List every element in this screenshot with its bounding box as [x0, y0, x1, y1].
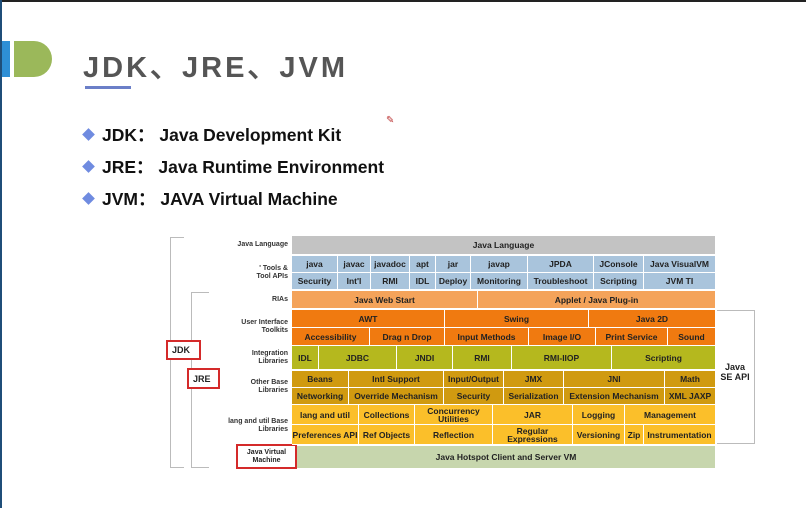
diagram-cell: Java 2D [589, 310, 716, 328]
diagram-cell: Scripting [612, 346, 716, 370]
diagram-cell: Concurrency Utilities [415, 405, 493, 425]
window-left-border [0, 0, 2, 508]
diagram-cell: Scripting [594, 273, 644, 290]
diagram-cell: Versioning [573, 425, 625, 445]
bullet-jre: JRE： Java Runtime Environment [82, 154, 385, 179]
diagram-cell: Input/Output [444, 371, 504, 388]
diagram-cell: javac [338, 256, 371, 273]
jre-label: JRE [187, 368, 220, 389]
diagram-cell: Serialization [504, 388, 564, 405]
diagram-cell: IDL [410, 273, 436, 290]
slide-title: JDK、JRE、JVM [83, 52, 349, 84]
diagram-cell: Swing [445, 310, 589, 328]
diagram-cell: Sound [668, 328, 716, 346]
diagram-cell: apt [410, 256, 436, 273]
diamond-bullet-icon [82, 128, 95, 141]
logo-bar [2, 41, 10, 77]
diagram-cell: Networking [292, 388, 349, 405]
diagram-cell: java [292, 256, 338, 273]
java-se-api-label: Java SE API [720, 362, 750, 382]
diagram-cell: Java Hotspot Client and Server VM [297, 446, 716, 469]
diagram-cell: RMI [453, 346, 512, 370]
diagram-cell: Instrumentation [644, 425, 716, 445]
diagram-cell: Security [444, 388, 504, 405]
diagram-cell: Monitoring [471, 273, 528, 290]
diagram-cell: Logging [573, 405, 625, 425]
diagram-cell: Troubleshoot [528, 273, 594, 290]
row-label-lang-util: lang and util Base Libraries [228, 418, 288, 433]
diagram-cell: JConsole [594, 256, 644, 273]
diagram-cell: Preferences API [292, 425, 359, 445]
diagram-cell: javap [471, 256, 528, 273]
diagram-cell: Beans [292, 371, 349, 388]
diagram-cell: jar [436, 256, 471, 273]
pen-cursor-icon: ✎ [386, 115, 395, 126]
diagram-cell: Int'l [338, 273, 371, 290]
diagram-cell: Java Language [292, 236, 716, 255]
row-label-other-base: Other Base Libraries [250, 379, 288, 394]
bullet-text: JVM： JAVA Virtual Machine [102, 189, 338, 209]
diagram-cell: Collections [359, 405, 415, 425]
diamond-bullet-icon [82, 160, 95, 173]
diagram-cell: lang and util [292, 405, 359, 425]
diagram-cell: Management [625, 405, 716, 425]
diagram-cell: Java Web Start [292, 291, 478, 309]
diagram-cell: JMX [504, 371, 564, 388]
bullet-jvm: JVM： JAVA Virtual Machine [82, 186, 338, 211]
diagram-cell: Applet / Java Plug-in [478, 291, 716, 309]
diagram-cell: IDL [292, 346, 319, 370]
diagram-cell: AWT [292, 310, 445, 328]
diagram-cell: Java VisualVM [644, 256, 716, 273]
jvm-label: Java Virtual Machine [236, 444, 297, 469]
diagram-cell: JDBC [319, 346, 397, 370]
bullet-jdk: JDK： Java Development Kit [82, 122, 342, 147]
diagram-cell: Deploy [436, 273, 471, 290]
row-label-integration: Integration Libraries [251, 350, 288, 365]
diagram-cell: Override Mechanism [349, 388, 444, 405]
bullet-text: JDK： Java Development Kit [102, 125, 342, 145]
bullet-text: JRE： Java Runtime Environment [102, 157, 385, 177]
diagram-cell: Zip [625, 425, 644, 445]
window-top-border [0, 0, 806, 2]
diagram-cell: Input Methods [445, 328, 529, 346]
diagram-cell: JAR [493, 405, 573, 425]
diagram-cell: Ref Objects [359, 425, 415, 445]
diagram-cell: Regular Expressions [493, 425, 573, 445]
diagram-cell: Image I/O [529, 328, 596, 346]
diagram-cell: RMI-IIOP [512, 346, 612, 370]
diagram-cell: Reflection [415, 425, 493, 445]
diagram-cell: Print Service [596, 328, 668, 346]
jdk-label: JDK [166, 340, 201, 360]
diagram-cell: Math [665, 371, 716, 388]
row-label-java-language: Java Language [237, 241, 288, 248]
diagram-cell: Intl Support [349, 371, 444, 388]
diagram-cell: JNI [564, 371, 665, 388]
row-label-rias: RIAs [272, 296, 288, 303]
title-underline [85, 86, 131, 89]
diagram-cell: Extension Mechanism [564, 388, 665, 405]
java-se-api-bracket [717, 310, 755, 444]
row-label-ui-toolkits: User Interface Toolkits [241, 319, 288, 334]
diagram-cell: javadoc [371, 256, 410, 273]
diagram-cell: JPDA [528, 256, 594, 273]
diagram-cell: XML JAXP [665, 388, 716, 405]
diagram-cell: Accessibility [292, 328, 370, 346]
diagram-cell: RMI [371, 273, 410, 290]
diamond-bullet-icon [82, 192, 95, 205]
diagram-cell: JNDI [397, 346, 453, 370]
diagram-cell: Security [292, 273, 338, 290]
logo-d-shape [14, 41, 52, 77]
diagram-cell: JVM TI [644, 273, 716, 290]
diagram-cell: Drag n Drop [370, 328, 445, 346]
row-label-tools: ' Tools & Tool APIs [256, 265, 289, 280]
